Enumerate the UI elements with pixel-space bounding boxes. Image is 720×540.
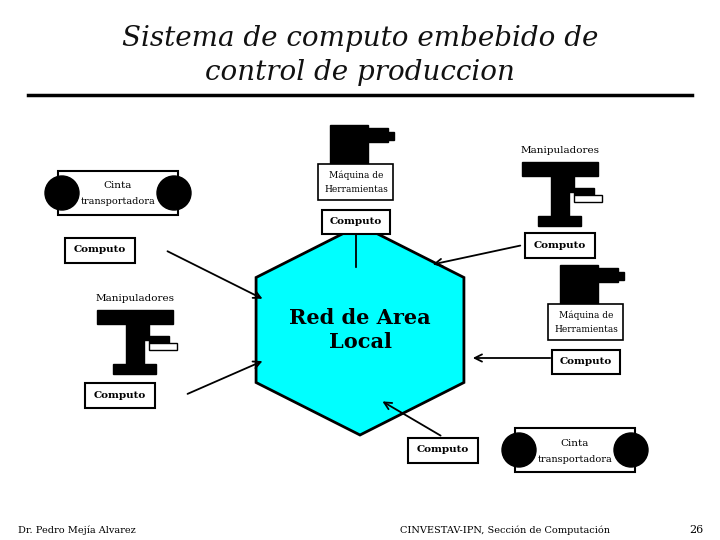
- Bar: [522, 162, 598, 176]
- Text: Manipuladores: Manipuladores: [96, 294, 174, 303]
- Text: Herramientas: Herramientas: [324, 186, 388, 194]
- Bar: [149, 336, 169, 343]
- Circle shape: [45, 176, 79, 210]
- Bar: [560, 265, 598, 315]
- Bar: [97, 310, 173, 324]
- Polygon shape: [256, 225, 464, 435]
- Bar: [149, 343, 177, 350]
- Bar: [366, 128, 388, 142]
- Bar: [322, 210, 390, 234]
- Circle shape: [502, 433, 536, 467]
- Circle shape: [157, 176, 191, 210]
- Bar: [574, 195, 602, 202]
- Bar: [65, 238, 135, 262]
- Bar: [616, 272, 624, 280]
- Text: Computo: Computo: [74, 246, 126, 254]
- Text: transportadora: transportadora: [81, 198, 156, 206]
- Bar: [408, 437, 478, 462]
- Text: Computo: Computo: [330, 218, 382, 226]
- Bar: [515, 428, 635, 472]
- Text: Cinta: Cinta: [561, 438, 589, 448]
- Bar: [144, 324, 149, 340]
- Text: Herramientas: Herramientas: [554, 326, 618, 334]
- Bar: [538, 216, 581, 226]
- Text: Máquina de: Máquina de: [559, 310, 613, 320]
- Text: Manipuladores: Manipuladores: [521, 146, 600, 155]
- Text: Máquina de: Máquina de: [329, 170, 383, 180]
- Text: control de produccion: control de produccion: [205, 58, 515, 85]
- Bar: [113, 364, 156, 374]
- Text: Computo: Computo: [94, 390, 146, 400]
- Text: CINVESTAV-IPN, Sección de Computación: CINVESTAV-IPN, Sección de Computación: [400, 525, 610, 535]
- Bar: [596, 268, 618, 282]
- Bar: [318, 164, 393, 200]
- Bar: [58, 171, 178, 215]
- Text: Dr. Pedro Mejía Alvarez: Dr. Pedro Mejía Alvarez: [18, 525, 136, 535]
- Bar: [574, 188, 594, 195]
- Text: Computo: Computo: [417, 446, 469, 455]
- Bar: [126, 324, 144, 366]
- Circle shape: [614, 433, 648, 467]
- Bar: [569, 176, 574, 192]
- Bar: [386, 132, 394, 140]
- Text: transportadora: transportadora: [538, 455, 613, 463]
- Bar: [85, 382, 155, 408]
- Text: Red de Area
Local: Red de Area Local: [289, 308, 431, 352]
- Text: Computo: Computo: [560, 357, 612, 367]
- Bar: [525, 233, 595, 258]
- Bar: [330, 125, 368, 175]
- Text: Computo: Computo: [534, 240, 586, 249]
- Bar: [551, 176, 569, 218]
- Bar: [552, 350, 620, 374]
- Text: Sistema de computo embebido de: Sistema de computo embebido de: [122, 24, 598, 51]
- Text: Cinta: Cinta: [104, 181, 132, 191]
- Text: 26: 26: [689, 525, 703, 535]
- Bar: [548, 304, 623, 340]
